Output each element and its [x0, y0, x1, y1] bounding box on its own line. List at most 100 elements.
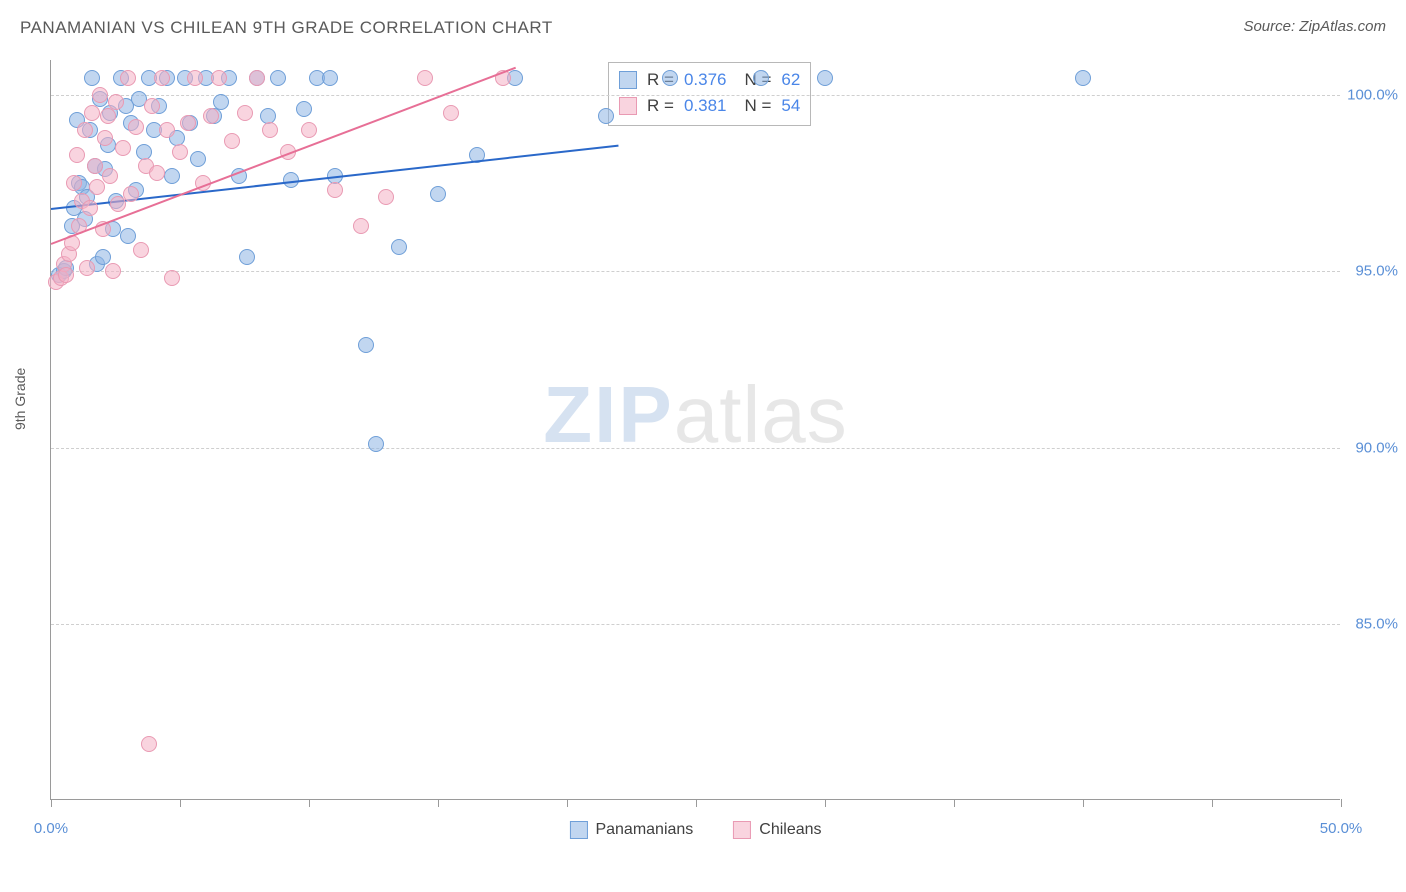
scatter-point-chileans: [378, 189, 394, 205]
x-tick: [180, 799, 181, 807]
source-label: Source: ZipAtlas.com: [1243, 18, 1386, 35]
scatter-point-chileans: [100, 108, 116, 124]
legend-item-panamanians: Panamanians: [569, 821, 693, 839]
scatter-point-chileans: [82, 200, 98, 216]
y-tick-label: 100.0%: [1347, 87, 1398, 104]
scatter-point-panamanians: [358, 337, 374, 353]
gridline: [51, 448, 1340, 449]
stats-n-value: 62: [781, 67, 800, 93]
x-tick: [567, 799, 568, 807]
scatter-point-panamanians: [296, 101, 312, 117]
chart-container: PANAMANIAN VS CHILEAN 9TH GRADE CORRELAT…: [0, 0, 1406, 892]
scatter-point-chileans: [58, 267, 74, 283]
scatter-point-chileans: [301, 122, 317, 138]
chart-title: PANAMANIAN VS CHILEAN 9TH GRADE CORRELAT…: [20, 18, 553, 38]
gridline: [51, 624, 1340, 625]
x-tick: [954, 799, 955, 807]
scatter-point-panamanians: [368, 436, 384, 452]
y-tick-label: 95.0%: [1355, 263, 1398, 280]
x-tick: [1212, 799, 1213, 807]
scatter-point-chileans: [211, 70, 227, 86]
scatter-point-chileans: [97, 130, 113, 146]
x-tick: [1083, 799, 1084, 807]
stats-n-label: N =: [744, 93, 771, 119]
stats-row-panamanians: R =0.376N =62: [619, 67, 800, 93]
scatter-point-chileans: [149, 165, 165, 181]
scatter-point-chileans: [249, 70, 265, 86]
scatter-point-chileans: [262, 122, 278, 138]
scatter-point-panamanians: [213, 94, 229, 110]
swatch-icon: [619, 97, 637, 115]
scatter-point-panamanians: [598, 108, 614, 124]
scatter-point-panamanians: [430, 186, 446, 202]
watermark-light: atlas: [674, 370, 848, 459]
x-tick: [309, 799, 310, 807]
scatter-point-chileans: [110, 196, 126, 212]
stats-r-label: R =: [647, 93, 674, 119]
scatter-point-chileans: [105, 263, 121, 279]
scatter-point-chileans: [133, 242, 149, 258]
scatter-point-panamanians: [662, 70, 678, 86]
scatter-point-chileans: [164, 270, 180, 286]
scatter-point-chileans: [187, 70, 203, 86]
scatter-point-chileans: [69, 147, 85, 163]
legend-label: Panamanians: [595, 821, 693, 839]
scatter-point-chileans: [443, 105, 459, 121]
legend-label: Chileans: [759, 821, 821, 839]
scatter-point-panamanians: [1075, 70, 1091, 86]
scatter-point-chileans: [327, 182, 343, 198]
scatter-point-panamanians: [95, 249, 111, 265]
scatter-point-chileans: [237, 105, 253, 121]
scatter-point-chileans: [66, 175, 82, 191]
stats-row-chileans: R = 0.381 N = 54: [619, 93, 800, 119]
scatter-point-chileans: [172, 144, 188, 160]
scatter-point-chileans: [159, 122, 175, 138]
scatter-point-chileans: [115, 140, 131, 156]
scatter-point-panamanians: [322, 70, 338, 86]
scatter-point-chileans: [141, 736, 157, 752]
legend-item-chileans: Chileans: [733, 821, 821, 839]
scatter-point-chileans: [84, 105, 100, 121]
scatter-point-panamanians: [164, 168, 180, 184]
trend-line-chileans: [51, 67, 516, 245]
scatter-point-chileans: [89, 179, 105, 195]
gridline: [51, 95, 1340, 96]
scatter-point-panamanians: [817, 70, 833, 86]
scatter-point-chileans: [180, 115, 196, 131]
scatter-point-chileans: [154, 70, 170, 86]
gridline: [51, 271, 1340, 272]
scatter-point-panamanians: [753, 70, 769, 86]
stats-r-value: 0.381: [684, 93, 727, 119]
x-tick: [51, 799, 52, 807]
scatter-point-panamanians: [84, 70, 100, 86]
plot-area: ZIPatlas R =0.376N =62R =0.381N =54 Pana…: [50, 60, 1340, 800]
scatter-point-chileans: [203, 108, 219, 124]
scatter-point-chileans: [417, 70, 433, 86]
scatter-point-panamanians: [120, 228, 136, 244]
scatter-point-panamanians: [190, 151, 206, 167]
scatter-point-chileans: [92, 87, 108, 103]
watermark-bold: ZIP: [543, 370, 673, 459]
scatter-point-chileans: [77, 122, 93, 138]
stats-r-value: 0.376: [684, 67, 727, 93]
scatter-point-chileans: [128, 119, 144, 135]
y-tick-label: 90.0%: [1355, 439, 1398, 456]
stats-n-value: 54: [781, 93, 800, 119]
scatter-point-panamanians: [239, 249, 255, 265]
x-tick: [696, 799, 697, 807]
swatch-icon: [619, 71, 637, 89]
scatter-point-chileans: [120, 70, 136, 86]
scatter-point-chileans: [108, 94, 124, 110]
x-tick: [438, 799, 439, 807]
y-axis-title: 9th Grade: [12, 368, 28, 430]
scatter-point-chileans: [353, 218, 369, 234]
scatter-point-chileans: [224, 133, 240, 149]
stats-box: R =0.376N =62R = 0.381 N = 54: [608, 62, 811, 126]
scatter-point-chileans: [144, 98, 160, 114]
scatter-point-chileans: [79, 260, 95, 276]
x-tick: [1341, 799, 1342, 807]
swatch-icon: [733, 821, 751, 839]
x-tick-label: 0.0%: [34, 820, 68, 837]
swatch-icon: [569, 821, 587, 839]
scatter-point-panamanians: [391, 239, 407, 255]
